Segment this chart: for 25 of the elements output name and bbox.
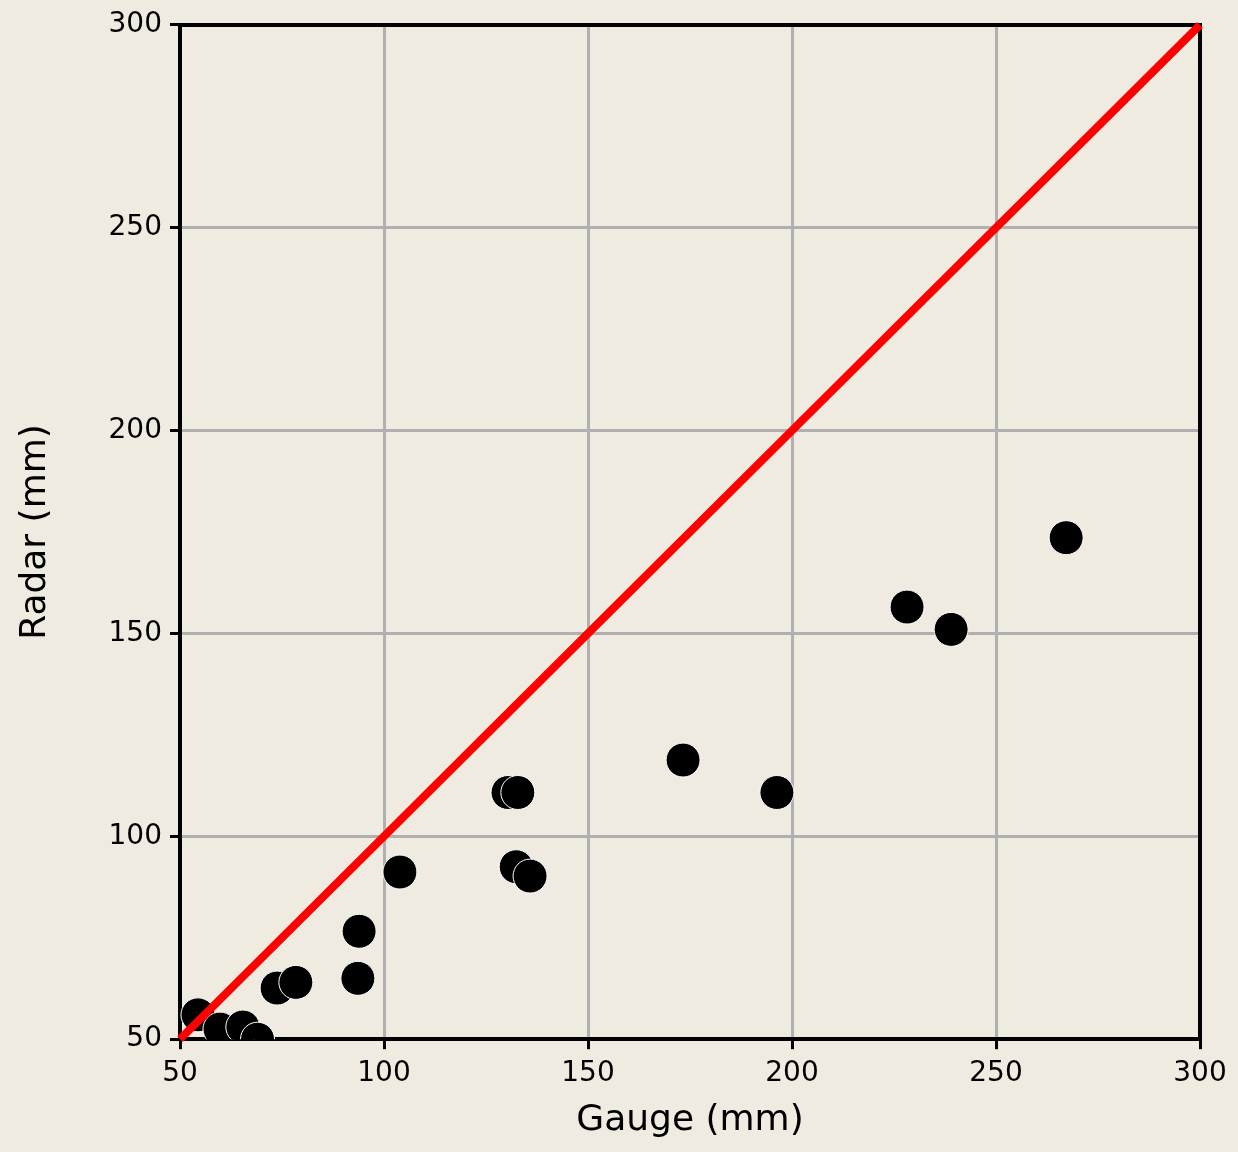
- y-tick-label: 250: [108, 208, 162, 242]
- x-tick-label: 50: [162, 1055, 198, 1089]
- y-tick-label: 200: [108, 411, 162, 445]
- y-tick-label: 150: [108, 614, 162, 648]
- point: [512, 858, 548, 894]
- y-tick-label: 300: [108, 6, 162, 40]
- y-tick-label: 100: [108, 817, 162, 851]
- point: [340, 960, 376, 996]
- x-tick-label: 200: [765, 1055, 819, 1089]
- x-tick-label: 100: [357, 1055, 411, 1089]
- x-tick-label: 300: [1173, 1055, 1227, 1089]
- point: [933, 611, 969, 647]
- point: [1048, 520, 1084, 556]
- point: [889, 589, 925, 625]
- x-tick-label: 250: [969, 1055, 1023, 1089]
- y-tick-label: 50: [126, 1020, 162, 1054]
- point: [278, 964, 314, 1000]
- x-tick-label: 150: [561, 1055, 615, 1089]
- point: [500, 775, 536, 810]
- point: [759, 775, 795, 810]
- point: [341, 913, 377, 949]
- y-axis-title: Radar (mm): [11, 424, 53, 640]
- point: [382, 854, 418, 890]
- x-axis-title: Gauge (mm): [576, 1096, 804, 1138]
- point: [665, 742, 701, 778]
